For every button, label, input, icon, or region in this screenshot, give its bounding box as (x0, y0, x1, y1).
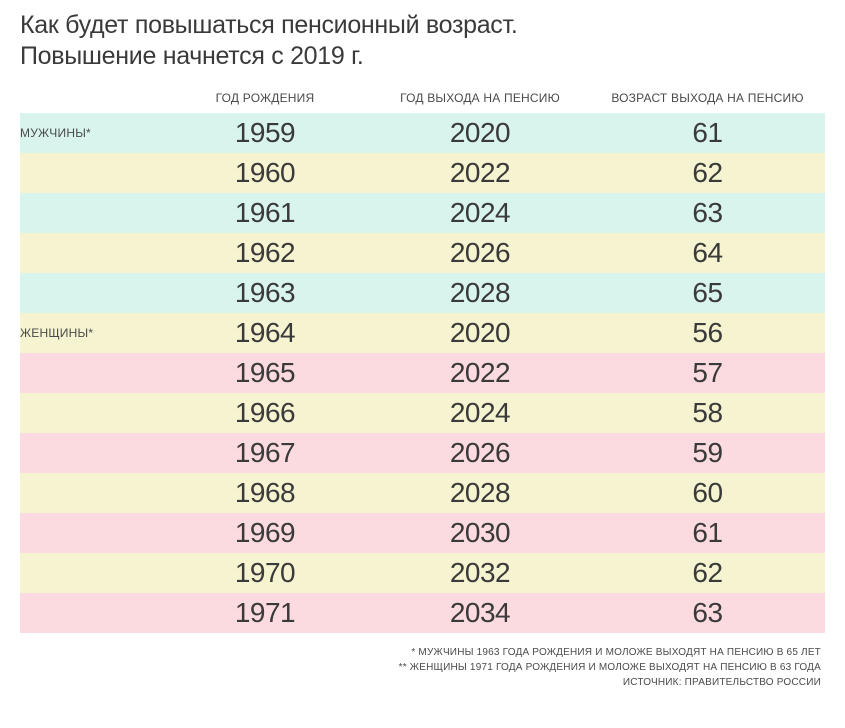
cell-retire-age: 63 (590, 597, 825, 629)
title-line-1: Как будет повышаться пенсионный возраст. (20, 11, 518, 39)
cell-birth-year: 1965 (160, 357, 370, 389)
cell-retire-year: 2022 (370, 357, 590, 389)
cell-retire-age: 63 (590, 197, 825, 229)
cell-birth-year: 1971 (160, 597, 370, 629)
cell-retire-year: 2020 (370, 317, 590, 349)
col-retire-year: ГОД ВЫХОДА НА ПЕНСИЮ (370, 91, 590, 105)
cell-birth-year: 1962 (160, 237, 370, 269)
group-label: МУЖЧИНЫ* (20, 126, 160, 140)
group-label: ЖЕНЩИНЫ* (20, 326, 160, 340)
col-retire-age: ВОЗРАСТ ВЫХОДА НА ПЕНСИЮ (590, 91, 825, 105)
table-row: 1970203262 (20, 553, 825, 593)
cell-birth-year: 1961 (160, 197, 370, 229)
cell-retire-age: 61 (590, 117, 825, 149)
cell-retire-age: 59 (590, 437, 825, 469)
cell-retire-age: 58 (590, 397, 825, 429)
footnotes: * МУЖЧИНЫ 1963 ГОДА РОЖДЕНИЯ И МОЛОЖЕ ВЫ… (20, 645, 825, 690)
table-row: ЖЕНЩИНЫ*1964202056 (20, 313, 825, 353)
col-birth-year: ГОД РОЖДЕНИЯ (160, 91, 370, 105)
cell-retire-year: 2020 (370, 117, 590, 149)
cell-retire-year: 2028 (370, 277, 590, 309)
cell-birth-year: 1970 (160, 557, 370, 589)
cell-retire-year: 2028 (370, 477, 590, 509)
footnote-line: * МУЖЧИНЫ 1963 ГОДА РОЖДЕНИЯ И МОЛОЖЕ ВЫ… (20, 645, 821, 660)
cell-retire-age: 62 (590, 157, 825, 189)
cell-retire-age: 64 (590, 237, 825, 269)
table-row: 1962202664 (20, 233, 825, 273)
cell-retire-year: 2022 (370, 157, 590, 189)
cell-retire-age: 61 (590, 517, 825, 549)
cell-birth-year: 1968 (160, 477, 370, 509)
footnote-line: ** ЖЕНЩИНЫ 1971 ГОДА РОЖДЕНИЯ И МОЛОЖЕ В… (20, 660, 821, 675)
table-header: ГОД РОЖДЕНИЯ ГОД ВЫХОДА НА ПЕНСИЮ ВОЗРАС… (20, 91, 825, 113)
cell-retire-age: 60 (590, 477, 825, 509)
table-row: 1966202458 (20, 393, 825, 433)
table-row: 1968202860 (20, 473, 825, 513)
table-row: МУЖЧИНЫ*1959202061 (20, 113, 825, 153)
cell-retire-year: 2032 (370, 557, 590, 589)
cell-retire-age: 62 (590, 557, 825, 589)
cell-retire-year: 2030 (370, 517, 590, 549)
table-row: 1961202463 (20, 193, 825, 233)
table-row: 1967202659 (20, 433, 825, 473)
cell-retire-age: 65 (590, 277, 825, 309)
cell-retire-year: 2026 (370, 237, 590, 269)
table-row: 1963202865 (20, 273, 825, 313)
cell-birth-year: 1967 (160, 437, 370, 469)
table-row: 1965202257 (20, 353, 825, 393)
table-row: 1969203061 (20, 513, 825, 553)
cell-retire-age: 56 (590, 317, 825, 349)
pension-table: ГОД РОЖДЕНИЯ ГОД ВЫХОДА НА ПЕНСИЮ ВОЗРАС… (20, 91, 825, 633)
title-line-2: Повышение начнется с 2019 г. (20, 42, 364, 70)
cell-birth-year: 1966 (160, 397, 370, 429)
cell-retire-year: 2026 (370, 437, 590, 469)
cell-birth-year: 1963 (160, 277, 370, 309)
page-title: Как будет повышаться пенсионный возраст.… (20, 10, 825, 73)
cell-birth-year: 1969 (160, 517, 370, 549)
table-row: 1971203463 (20, 593, 825, 633)
cell-birth-year: 1964 (160, 317, 370, 349)
footnote-line: ИСТОЧНИК: ПРАВИТЕЛЬСТВО РОССИИ (20, 675, 821, 690)
cell-retire-year: 2034 (370, 597, 590, 629)
cell-retire-age: 57 (590, 357, 825, 389)
cell-birth-year: 1960 (160, 157, 370, 189)
cell-birth-year: 1959 (160, 117, 370, 149)
cell-retire-year: 2024 (370, 197, 590, 229)
cell-retire-year: 2024 (370, 397, 590, 429)
table-row: 1960202262 (20, 153, 825, 193)
